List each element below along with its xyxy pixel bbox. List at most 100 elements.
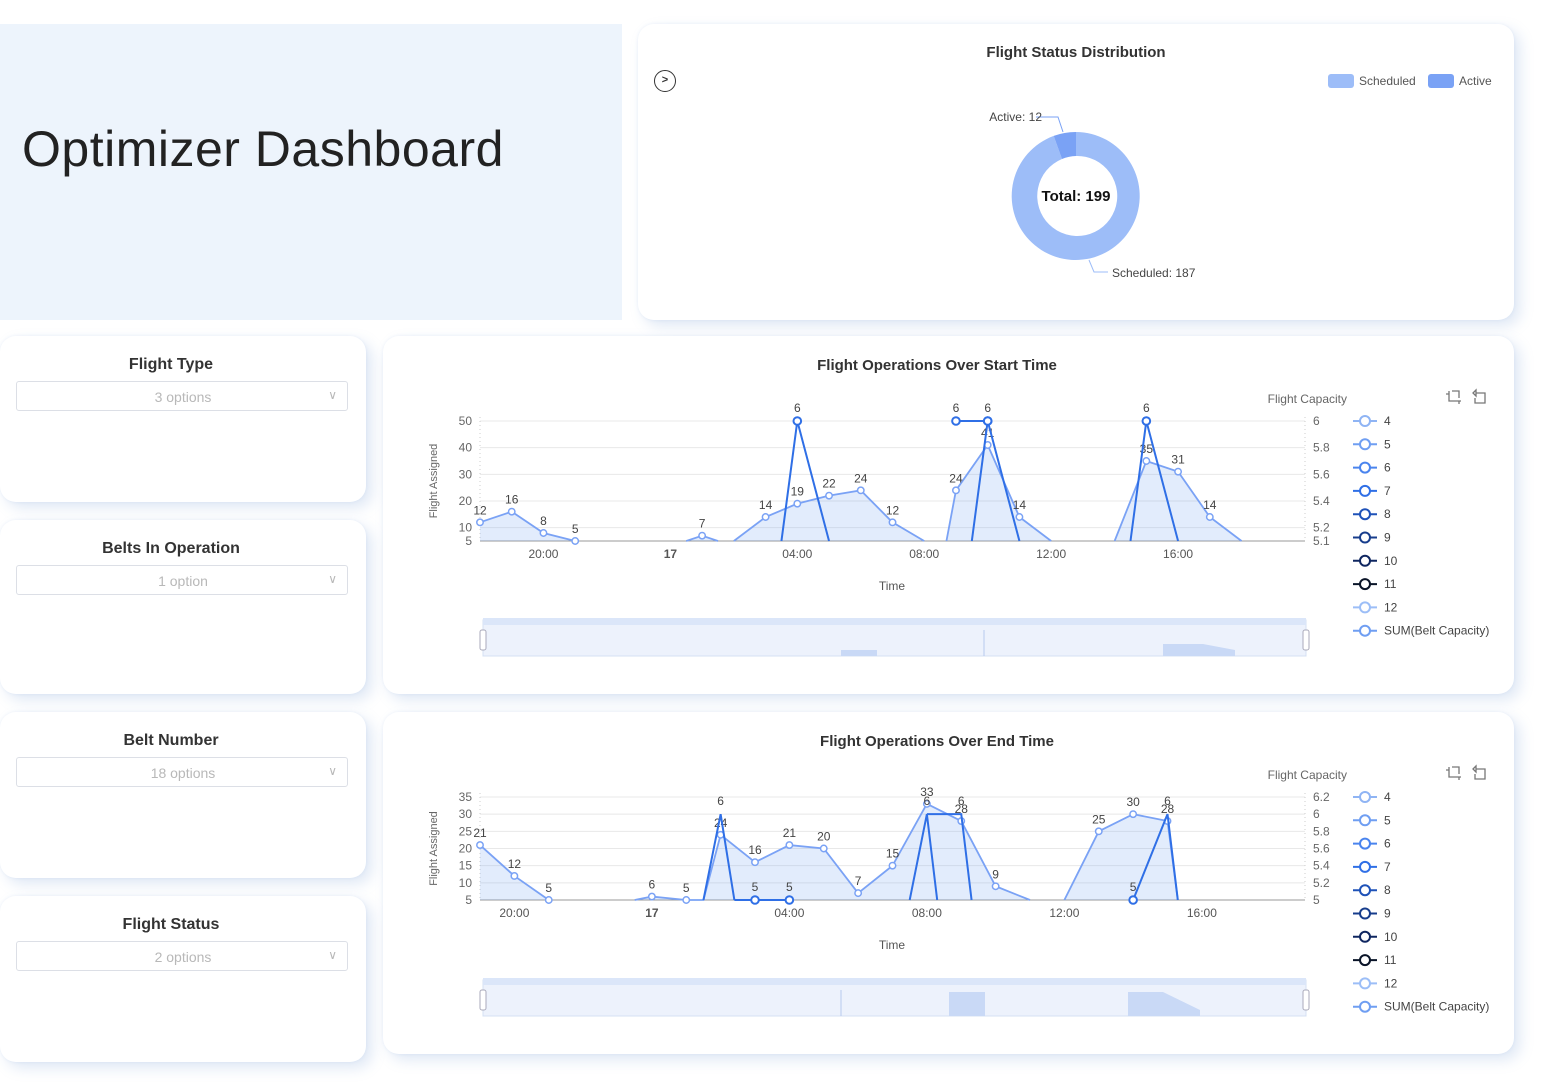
data-point[interactable] bbox=[751, 858, 759, 867]
data-point[interactable] bbox=[785, 841, 794, 850]
legend-item[interactable]: 10 bbox=[1353, 930, 1398, 944]
legend-item[interactable]: 12 bbox=[1353, 976, 1398, 990]
legend-marker bbox=[1359, 814, 1371, 827]
legend-item[interactable]: 5 bbox=[1353, 813, 1391, 827]
legend-item[interactable]: 9 bbox=[1353, 907, 1391, 921]
legend-marker bbox=[1359, 977, 1371, 990]
legend-item[interactable]: SUM(Belt Capacity) bbox=[1353, 624, 1489, 638]
zoom-handle-left[interactable] bbox=[479, 989, 487, 1011]
data-zoom-slider[interactable] bbox=[479, 978, 1310, 1017]
zoom-handle-left[interactable] bbox=[479, 629, 487, 651]
data-point[interactable] bbox=[922, 799, 931, 808]
legend-item[interactable]: 9 bbox=[1353, 531, 1391, 545]
legend-swatch-active[interactable] bbox=[1428, 74, 1454, 88]
data-point[interactable] bbox=[544, 896, 553, 904]
legend-item[interactable]: 10 bbox=[1353, 554, 1398, 568]
legend-label-scheduled[interactable]: Scheduled bbox=[1359, 74, 1416, 88]
legend-item[interactable]: SUM(Belt Capacity) bbox=[1353, 1000, 1489, 1014]
zoom-handle-right[interactable] bbox=[1302, 989, 1310, 1011]
data-point[interactable] bbox=[825, 491, 833, 500]
zoom-icon[interactable] bbox=[1446, 766, 1461, 780]
area-series-line[interactable] bbox=[479, 510, 576, 542]
legend-item[interactable]: 11 bbox=[1353, 953, 1397, 967]
data-point[interactable] bbox=[507, 507, 516, 516]
legend-item[interactable]: 12 bbox=[1353, 600, 1398, 614]
filter-title: Flight Status bbox=[122, 916, 220, 933]
data-point[interactable] bbox=[888, 861, 897, 870]
data-point[interactable] bbox=[698, 531, 707, 540]
data-point[interactable] bbox=[1015, 513, 1024, 521]
capacity-label: 6 bbox=[717, 794, 724, 808]
flight-type-select[interactable]: 3 options ∨ bbox=[16, 381, 348, 411]
data-point[interactable] bbox=[571, 537, 580, 545]
capacity-point[interactable] bbox=[792, 416, 803, 426]
reset-icon[interactable] bbox=[1472, 764, 1486, 780]
legend-item[interactable]: 11 bbox=[1353, 577, 1397, 591]
data-point[interactable] bbox=[888, 518, 897, 527]
chevron-down-icon[interactable]: ∨ bbox=[328, 948, 337, 962]
zoom-handle-bar[interactable] bbox=[483, 978, 1306, 985]
capacity-label: 5 bbox=[752, 880, 759, 894]
belt-number-select[interactable]: 18 options ∨ bbox=[16, 757, 348, 787]
reset-icon[interactable] bbox=[1472, 388, 1486, 404]
capacity-series-line[interactable] bbox=[702, 813, 736, 901]
legend-label: 7 bbox=[1384, 860, 1391, 874]
zoom-handle-right[interactable] bbox=[1302, 629, 1310, 651]
legend-marker bbox=[1359, 461, 1371, 474]
capacity-point[interactable] bbox=[982, 416, 993, 426]
capacity-point[interactable] bbox=[1128, 895, 1138, 905]
legend-item[interactable]: 7 bbox=[1353, 860, 1391, 874]
data-point[interactable] bbox=[476, 518, 484, 527]
y2-tick-label: 6.2 bbox=[1313, 790, 1330, 804]
data-point[interactable] bbox=[682, 896, 691, 904]
legend-swatch-scheduled[interactable] bbox=[1328, 74, 1354, 88]
legend-item[interactable]: 5 bbox=[1353, 437, 1391, 451]
data-point[interactable] bbox=[854, 889, 863, 898]
data-label: 5 bbox=[683, 881, 690, 895]
chevron-down-icon[interactable]: ∨ bbox=[328, 764, 337, 778]
chevron-down-icon[interactable]: ∨ bbox=[328, 388, 337, 402]
donut-slice-active[interactable] bbox=[1053, 131, 1076, 159]
belts-in-operation-select[interactable]: 1 option ∨ bbox=[16, 565, 348, 595]
legend-label: 4 bbox=[1384, 790, 1391, 804]
capacity-point[interactable] bbox=[1141, 416, 1152, 426]
data-point[interactable] bbox=[510, 872, 519, 880]
capacity-series-line[interactable] bbox=[926, 813, 973, 901]
legend-item[interactable]: 8 bbox=[1353, 507, 1391, 521]
data-point[interactable] bbox=[761, 513, 770, 521]
data-point[interactable] bbox=[1142, 457, 1151, 465]
zoom-icon[interactable] bbox=[1446, 390, 1461, 404]
chart-legend: 4 5 6 7 8 9 10 11 12 SUM(Belt Capacity) bbox=[1353, 414, 1489, 638]
capacity-series-line[interactable] bbox=[1132, 813, 1179, 901]
donut-slice-scheduled[interactable] bbox=[1011, 132, 1140, 260]
legend-label: 8 bbox=[1384, 883, 1391, 897]
capacity-point[interactable] bbox=[951, 416, 961, 426]
zoom-handle-bar[interactable] bbox=[483, 618, 1306, 625]
flight-status-select[interactable]: 2 options ∨ bbox=[16, 941, 348, 971]
capacity-point[interactable] bbox=[784, 895, 795, 905]
data-point[interactable] bbox=[793, 499, 802, 508]
data-point[interactable] bbox=[991, 882, 1000, 891]
legend-item[interactable]: 4 bbox=[1353, 790, 1391, 804]
chevron-down-icon[interactable]: ∨ bbox=[328, 572, 337, 586]
data-point[interactable] bbox=[952, 486, 960, 495]
data-point[interactable] bbox=[1174, 467, 1183, 476]
legend-item[interactable]: 4 bbox=[1353, 414, 1391, 428]
legend-item[interactable]: 6 bbox=[1353, 461, 1391, 475]
legend-item[interactable]: 6 bbox=[1353, 837, 1391, 851]
data-point[interactable] bbox=[1129, 810, 1138, 819]
data-point[interactable] bbox=[819, 844, 828, 853]
data-point[interactable] bbox=[856, 486, 865, 495]
capacity-point[interactable] bbox=[750, 895, 760, 905]
data-point[interactable] bbox=[539, 529, 548, 537]
legend-item[interactable]: 7 bbox=[1353, 484, 1391, 498]
data-label: 24 bbox=[854, 471, 868, 485]
legend-item[interactable]: 8 bbox=[1353, 883, 1391, 897]
data-point[interactable] bbox=[1094, 827, 1103, 836]
data-point[interactable] bbox=[476, 841, 484, 850]
data-point[interactable] bbox=[1205, 513, 1214, 521]
data-point[interactable] bbox=[647, 892, 656, 901]
expand-button[interactable]: > bbox=[654, 70, 676, 92]
legend-label-active[interactable]: Active bbox=[1459, 74, 1492, 88]
data-zoom-slider[interactable] bbox=[479, 618, 1310, 657]
